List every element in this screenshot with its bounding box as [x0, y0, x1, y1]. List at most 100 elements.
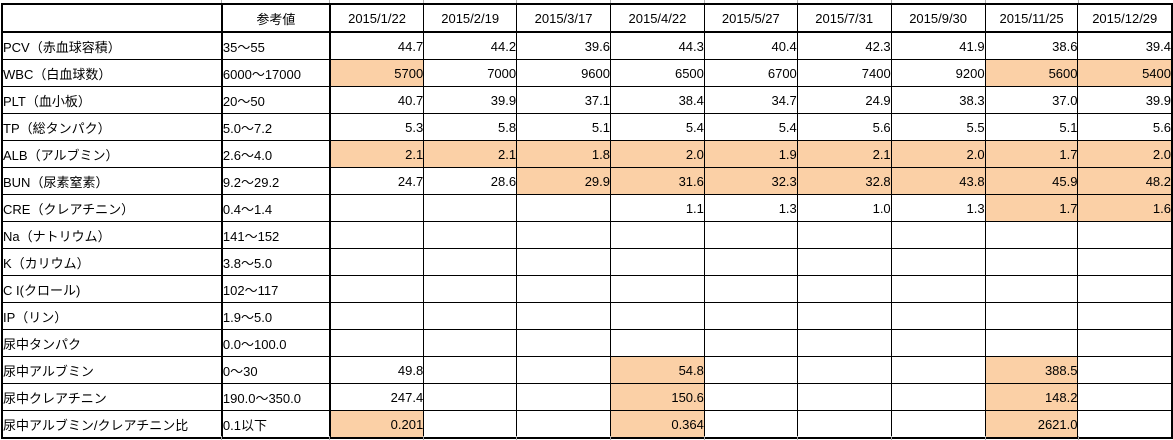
value-cell[interactable]: 5.8: [423, 113, 518, 141]
value-cell[interactable]: [516, 302, 611, 330]
value-cell-abnormal[interactable]: 1.8: [516, 140, 611, 168]
value-cell[interactable]: [610, 302, 705, 330]
value-cell[interactable]: [796, 275, 892, 303]
value-cell[interactable]: 9600: [516, 59, 611, 87]
value-cell[interactable]: 5.4: [703, 113, 798, 141]
value-cell[interactable]: [516, 383, 611, 411]
value-cell[interactable]: 9200: [890, 59, 986, 87]
date-header[interactable]: 2015/1/22: [329, 3, 425, 33]
value-cell-abnormal[interactable]: 48.2: [1077, 167, 1173, 195]
value-cell-abnormal[interactable]: 29.9: [516, 167, 611, 195]
value-cell[interactable]: [1077, 356, 1173, 384]
value-cell[interactable]: [703, 248, 798, 276]
row-label[interactable]: TP（総タンパク）: [1, 113, 223, 141]
value-cell[interactable]: [703, 383, 798, 411]
row-label[interactable]: 尿中クレアチニン: [1, 383, 223, 411]
value-cell[interactable]: 1.3: [703, 194, 798, 222]
date-header[interactable]: 2015/11/25: [984, 3, 1079, 33]
value-cell-abnormal[interactable]: 2621.0: [984, 410, 1079, 439]
value-cell[interactable]: [890, 410, 986, 439]
value-cell[interactable]: 6500: [610, 59, 705, 87]
value-cell[interactable]: [423, 356, 518, 384]
value-cell-abnormal[interactable]: 45.9: [984, 167, 1079, 195]
value-cell-abnormal[interactable]: 54.8: [610, 356, 705, 384]
value-cell-abnormal[interactable]: 2.1: [329, 140, 425, 168]
reference-value-cell[interactable]: 0.4～1.4: [221, 194, 331, 222]
value-cell[interactable]: [1077, 275, 1173, 303]
reference-value-cell[interactable]: 2.6～4.0: [221, 140, 331, 168]
value-cell[interactable]: 39.9: [1077, 86, 1173, 114]
value-cell-abnormal[interactable]: 0.201: [329, 410, 425, 439]
value-cell[interactable]: [516, 410, 611, 439]
value-cell[interactable]: [329, 302, 425, 330]
value-cell[interactable]: [329, 221, 425, 249]
value-cell[interactable]: [423, 275, 518, 303]
value-cell[interactable]: 1.1: [610, 194, 705, 222]
value-cell[interactable]: 5.6: [796, 113, 892, 141]
value-cell[interactable]: [516, 221, 611, 249]
value-cell[interactable]: [890, 221, 986, 249]
value-cell-abnormal[interactable]: 0.364: [610, 410, 705, 439]
value-cell[interactable]: 1.0: [796, 194, 892, 222]
reference-value-cell[interactable]: 3.8～5.0: [221, 248, 331, 276]
value-cell[interactable]: 24.9: [796, 86, 892, 114]
row-label[interactable]: PLT（血小板）: [1, 86, 223, 114]
row-label[interactable]: IP（リン）: [1, 302, 223, 330]
value-cell[interactable]: [516, 194, 611, 222]
value-cell-abnormal[interactable]: 2.1: [796, 140, 892, 168]
value-cell-abnormal[interactable]: 1.9: [703, 140, 798, 168]
reference-value-cell[interactable]: 35～55: [221, 31, 331, 60]
row-label[interactable]: 尿中アルブミン/クレアチニン比: [1, 410, 223, 439]
value-cell[interactable]: [423, 248, 518, 276]
value-cell[interactable]: [1077, 383, 1173, 411]
value-cell[interactable]: [1077, 410, 1173, 439]
value-cell-abnormal[interactable]: 31.6: [610, 167, 705, 195]
value-cell[interactable]: [796, 329, 892, 357]
reference-value-cell[interactable]: 0～30: [221, 356, 331, 384]
value-cell[interactable]: 7400: [796, 59, 892, 87]
value-cell[interactable]: 5.4: [610, 113, 705, 141]
date-header[interactable]: 2015/5/27: [703, 3, 798, 33]
value-cell[interactable]: [423, 410, 518, 439]
corner-cell[interactable]: [1, 3, 223, 33]
row-label[interactable]: CRE（クレアチニン）: [1, 194, 223, 222]
value-cell[interactable]: [796, 302, 892, 330]
value-cell[interactable]: 7000: [423, 59, 518, 87]
value-cell[interactable]: [984, 248, 1079, 276]
value-cell[interactable]: [516, 275, 611, 303]
value-cell-abnormal[interactable]: 2.0: [890, 140, 986, 168]
value-cell[interactable]: [610, 248, 705, 276]
value-cell[interactable]: 28.6: [423, 167, 518, 195]
value-cell[interactable]: [329, 194, 425, 222]
reference-value-cell[interactable]: 102～117: [221, 275, 331, 303]
value-cell-abnormal[interactable]: 32.8: [796, 167, 892, 195]
value-cell[interactable]: [890, 356, 986, 384]
value-cell[interactable]: 38.4: [610, 86, 705, 114]
value-cell-abnormal[interactable]: 1.7: [984, 194, 1079, 222]
value-cell[interactable]: 5.6: [1077, 113, 1173, 141]
value-cell-abnormal[interactable]: 150.6: [610, 383, 705, 411]
value-cell[interactable]: [516, 248, 611, 276]
value-cell[interactable]: 38.3: [890, 86, 986, 114]
value-cell[interactable]: [423, 194, 518, 222]
row-label[interactable]: 尿中タンパク: [1, 329, 223, 357]
row-label[interactable]: Na（ナトリウム）: [1, 221, 223, 249]
row-label[interactable]: K（カリウム）: [1, 248, 223, 276]
value-cell[interactable]: [796, 383, 892, 411]
value-cell[interactable]: 44.3: [610, 31, 705, 60]
reference-value-cell[interactable]: 190.0～350.0: [221, 383, 331, 411]
reference-value-cell[interactable]: 5.0～7.2: [221, 113, 331, 141]
reference-value-cell[interactable]: 0.1以下: [221, 410, 331, 439]
value-cell[interactable]: [703, 356, 798, 384]
value-cell[interactable]: [329, 329, 425, 357]
row-label[interactable]: PCV（赤血球容積）: [1, 31, 223, 60]
value-cell-abnormal[interactable]: 148.2: [984, 383, 1079, 411]
value-cell[interactable]: [984, 221, 1079, 249]
value-cell[interactable]: [423, 383, 518, 411]
value-cell[interactable]: 6700: [703, 59, 798, 87]
value-cell[interactable]: 34.7: [703, 86, 798, 114]
value-cell-abnormal[interactable]: 32.3: [703, 167, 798, 195]
value-cell[interactable]: 5.1: [984, 113, 1079, 141]
value-cell[interactable]: [984, 329, 1079, 357]
row-label[interactable]: C I(クロール): [1, 275, 223, 303]
